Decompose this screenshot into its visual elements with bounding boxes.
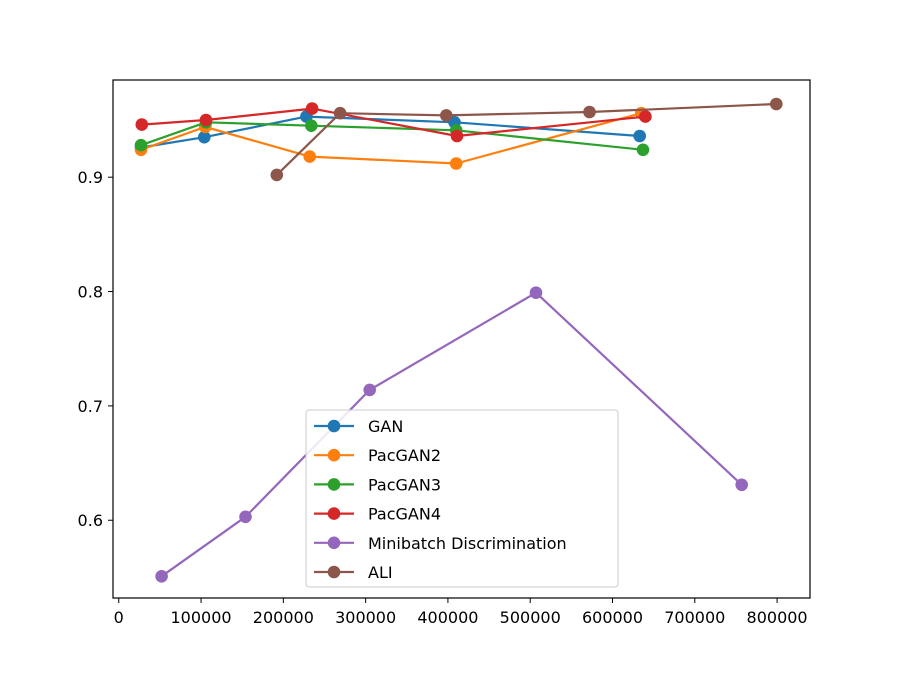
series-ali (270, 97, 783, 182)
x-tick-label: 0 (114, 608, 124, 627)
x-tick-label: 700000 (664, 608, 725, 627)
legend-label: PacGAN3 (368, 475, 441, 494)
plot-frame (112, 79, 811, 599)
data-point-ali (770, 97, 783, 111)
legend: GAN PacGAN2 PacGAN3 PacGAN4 Minibatch Discri… (305, 409, 619, 588)
data-point-minibatch-discrimination (529, 286, 543, 300)
legend-label: ALI (368, 563, 393, 582)
data-point-pacgan3 (134, 138, 148, 152)
data-point-minibatch-discrimination (735, 478, 748, 492)
series-minibatch-discrimination (155, 286, 748, 583)
legend-label: Minibatch Discrimination (368, 534, 567, 553)
x-tick-label: 200000 (253, 608, 314, 627)
data-point-pacgan2 (303, 150, 317, 163)
legend-entry: PacGAN4 (314, 505, 441, 524)
legend-marker (327, 478, 341, 491)
data-point-pacgan2 (449, 157, 463, 170)
data-point-ali (333, 106, 347, 120)
y-tick-label: 0.6 (78, 511, 103, 530)
data-point-pacgan4 (305, 102, 319, 115)
x-axis: 0 100000 200000 300000 400000 500000 600000 700… (114, 598, 808, 627)
legend-marker (327, 507, 341, 520)
legend-marker (327, 419, 341, 433)
data-point-ali (440, 109, 453, 122)
series-pacgan4 (135, 102, 652, 143)
y-tick-label: 0.8 (78, 283, 103, 302)
y-tick-label: 0.7 (78, 397, 103, 416)
legend-entry: ALI (314, 563, 393, 582)
data-point-gan (633, 129, 646, 143)
data-point-pacgan4 (199, 113, 213, 127)
x-tick-label: 100000 (171, 608, 232, 627)
data-point-ali (583, 105, 596, 119)
legend-entry: PacGAN3 (314, 475, 441, 494)
legend-entry: GAN (314, 417, 403, 436)
data-point-gan (198, 130, 211, 144)
legend-box (305, 409, 619, 588)
legend-marker (327, 448, 341, 462)
y-tick-label: 0.9 (78, 168, 103, 187)
data-point-minibatch-discrimination (363, 383, 377, 397)
data-point-minibatch-discrimination (155, 570, 168, 583)
series-layer (134, 97, 783, 583)
data-point-pacgan4 (135, 118, 149, 131)
y-axis: 0.6 0.7 0.8 0.9 (78, 168, 113, 530)
x-tick-label: 800000 (747, 608, 808, 627)
x-tick-label: 600000 (582, 608, 643, 627)
x-tick-label: 300000 (335, 608, 396, 627)
legend-label: PacGAN4 (368, 505, 441, 524)
x-tick-label: 500000 (500, 608, 561, 627)
data-point-pacgan4 (450, 129, 464, 143)
x-tick-label: 400000 (417, 608, 478, 627)
legend-marker (327, 565, 341, 579)
legend-marker (327, 536, 341, 550)
legend-entry: Minibatch Discrimination (314, 534, 567, 553)
data-point-pacgan3 (305, 119, 318, 132)
data-point-minibatch-discrimination (239, 510, 252, 524)
data-point-pacgan4 (639, 110, 652, 123)
legend-label: GAN (368, 417, 403, 436)
legend-entry: PacGAN2 (314, 446, 441, 465)
legend-label: PacGAN2 (368, 446, 441, 465)
data-point-pacgan3 (636, 143, 650, 157)
data-point-ali (270, 168, 284, 182)
